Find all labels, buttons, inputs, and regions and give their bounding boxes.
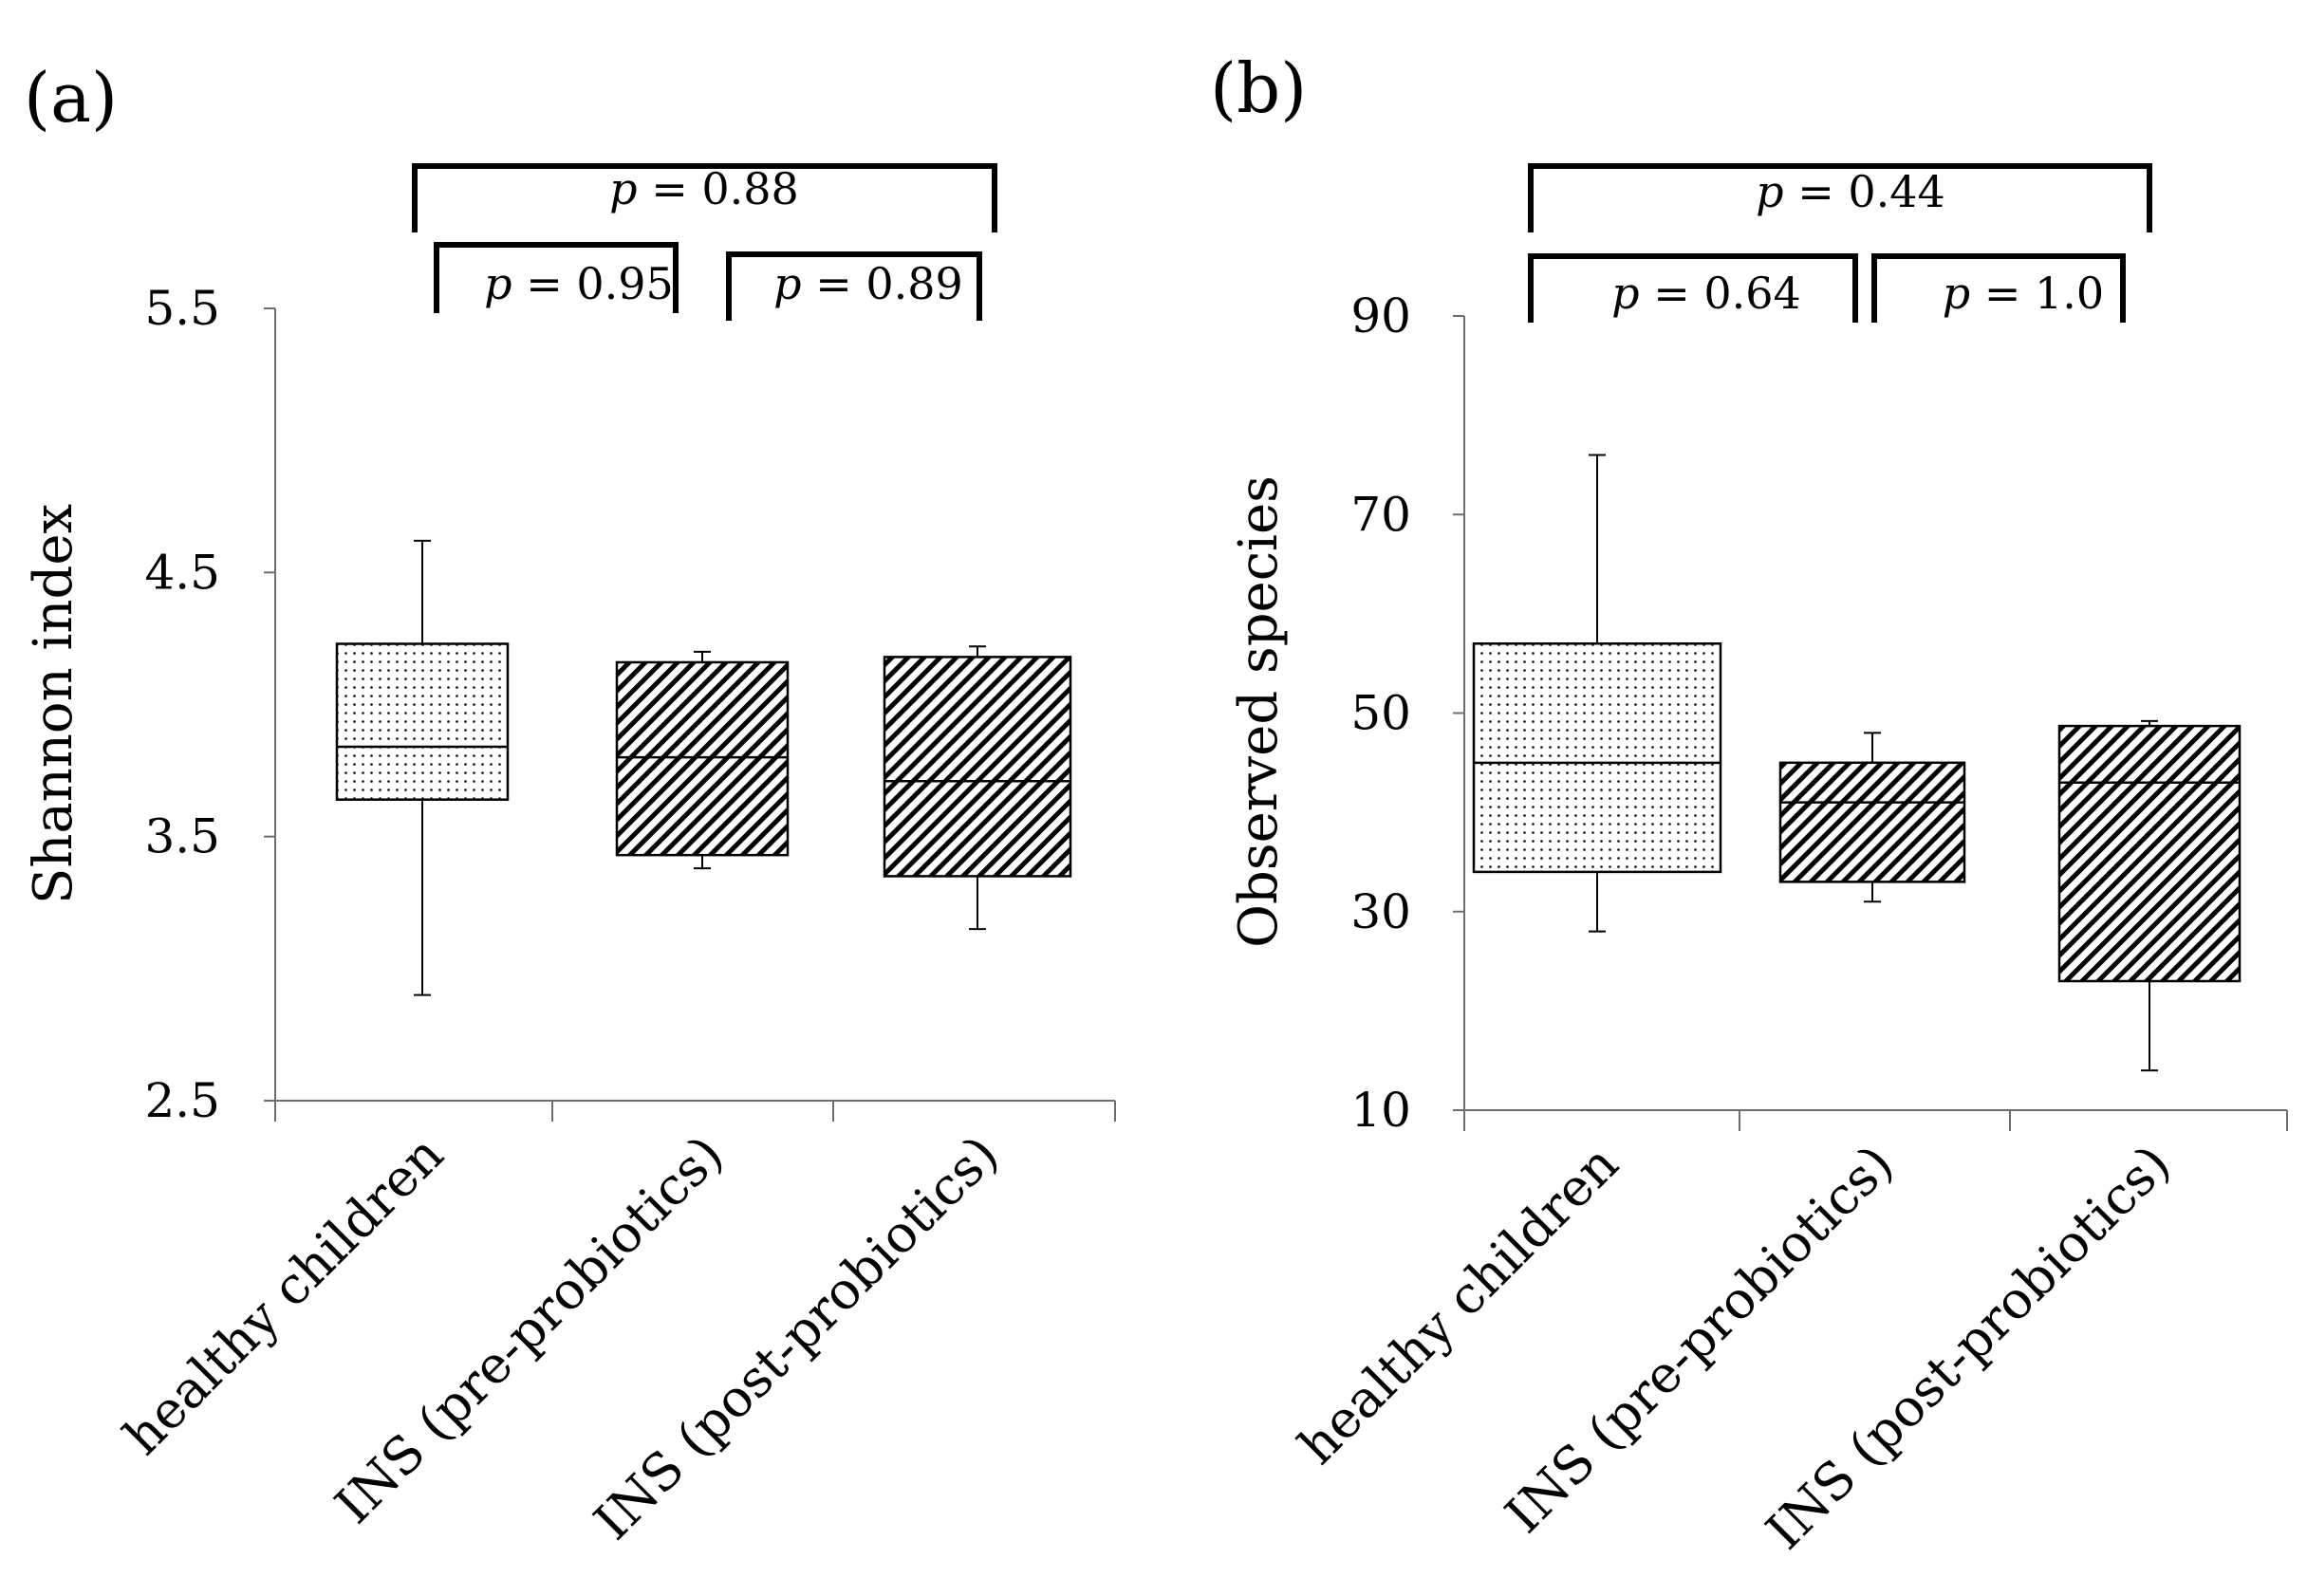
p-value: = 1.0 [1970,268,2104,319]
p-value-label: p = 1.0 [1943,268,2104,319]
significance-bracket [1528,163,2152,232]
y-tick-label: 50 [1350,686,1411,741]
significance-bracket [434,242,679,313]
p-value-label: p = 0.89 [773,258,963,309]
y-tick-label: 3.5 [144,809,220,864]
y-tick-label: 2.5 [144,1073,220,1128]
p-value-label: p = 0.88 [609,163,799,214]
p-value: = 0.89 [802,258,963,309]
y-tick-label: 4.5 [144,545,220,600]
box-iqr [615,660,790,857]
p-value-label: p = 0.64 [1611,268,1801,319]
p-value: = 0.64 [1640,268,1801,319]
p-value: = 0.44 [1784,166,1945,217]
y-tick-label: 30 [1350,884,1411,939]
significance-bracket [726,251,982,321]
box-iqr [1472,642,1722,874]
box-iqr [2057,724,2242,983]
y-tick-label: 70 [1350,487,1411,542]
y-tick-label: 5.5 [144,281,220,336]
p-symbol: p [484,258,512,309]
y-tick-label: 10 [1350,1083,1411,1138]
y-axis-title: Observed species [1228,475,1290,948]
box-iqr [335,642,510,801]
significance-bracket [412,163,997,232]
panel-label: (a) [24,58,118,138]
y-axis-title: Shannon index [23,504,84,904]
significance-bracket [1871,253,2126,323]
p-value-label: p = 0.95 [484,258,674,309]
p-value-label: p = 0.44 [1756,166,1945,217]
y-tick-label: 90 [1350,288,1411,343]
p-symbol: p [1756,166,1783,217]
p-symbol: p [1611,268,1639,319]
significance-bracket [1528,253,1858,323]
box-iqr [1778,761,1966,883]
p-value: = 0.88 [638,163,799,214]
box-iqr [883,656,1072,878]
p-symbol: p [1943,268,1970,319]
p-symbol: p [609,163,637,214]
p-value: = 0.95 [512,258,674,309]
p-symbol: p [773,258,801,309]
panel-label: (b) [1210,48,1307,128]
